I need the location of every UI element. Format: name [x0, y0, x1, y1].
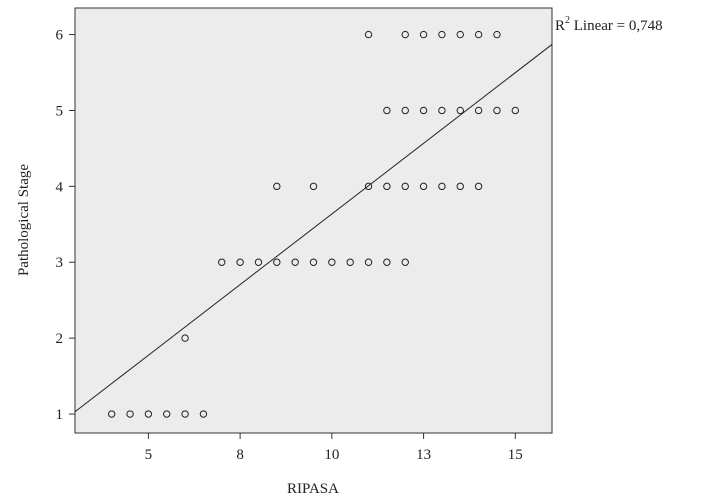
- r-squared-annotation: R2 Linear = 0,748: [555, 15, 663, 34]
- x-axis-title: RIPASA: [287, 481, 339, 497]
- r-squared-value: Linear = 0,748: [570, 18, 663, 34]
- data-point: [493, 106, 501, 115]
- linear-fit-line: [74, 44, 553, 413]
- y-tick-label: 2: [56, 331, 64, 347]
- data-point: [144, 410, 153, 418]
- x-axis: 5 8 10 13 15: [145, 433, 523, 463]
- data-point: [364, 258, 373, 266]
- data-point: [181, 410, 189, 418]
- data-point: [218, 258, 226, 266]
- r-squared-sup: 2: [565, 15, 570, 26]
- data-point: [419, 182, 428, 191]
- data-point: [309, 182, 318, 191]
- data-point: [254, 258, 263, 266]
- data-point: [401, 30, 409, 39]
- data-point: [419, 106, 428, 115]
- data-point: [328, 258, 336, 266]
- data-point: [309, 258, 318, 266]
- r-squared-prefix: R: [555, 18, 565, 34]
- data-point: [346, 258, 354, 266]
- data-point: [456, 30, 464, 39]
- data-point: [383, 258, 391, 266]
- y-tick-label: 1: [56, 407, 64, 423]
- data-point: [383, 182, 391, 191]
- plot-area: [74, 7, 553, 434]
- data-point: [456, 106, 464, 115]
- data-point: [273, 182, 281, 191]
- data-point: [107, 410, 116, 418]
- data-point: [364, 182, 373, 191]
- y-tick-label: 4: [56, 179, 64, 195]
- data-point: [273, 258, 281, 266]
- y-axis: 1 2 3 4 5 6: [56, 28, 75, 423]
- data-point: [401, 106, 409, 115]
- data-point: [236, 258, 244, 266]
- data-point: [493, 30, 501, 39]
- data-point: [364, 30, 373, 39]
- data-point: [456, 182, 464, 191]
- data-point: [199, 410, 208, 418]
- data-point: [401, 182, 409, 191]
- y-tick-label: 3: [56, 255, 64, 271]
- data-point: [474, 106, 483, 115]
- data-points: [107, 30, 520, 418]
- data-point: [126, 410, 134, 418]
- data-point: [291, 258, 299, 266]
- y-tick-label: 6: [56, 28, 64, 44]
- x-tick-label: 5: [145, 447, 153, 463]
- data-point: [419, 30, 428, 39]
- data-point: [511, 106, 520, 115]
- y-tick-label: 5: [56, 103, 64, 119]
- data-point: [438, 182, 446, 191]
- data-point: [181, 334, 189, 342]
- data-point: [474, 30, 483, 39]
- y-axis-title: Pathological Stage: [16, 164, 32, 276]
- data-point: [401, 258, 409, 266]
- data-point: [438, 30, 446, 39]
- data-point: [474, 182, 483, 191]
- data-point: [383, 106, 391, 115]
- data-point: [438, 106, 446, 115]
- x-tick-label: 13: [416, 447, 431, 463]
- x-tick-label: 15: [508, 447, 523, 463]
- x-tick-label: 10: [324, 447, 339, 463]
- x-tick-label: 8: [236, 447, 244, 463]
- data-point: [163, 410, 171, 418]
